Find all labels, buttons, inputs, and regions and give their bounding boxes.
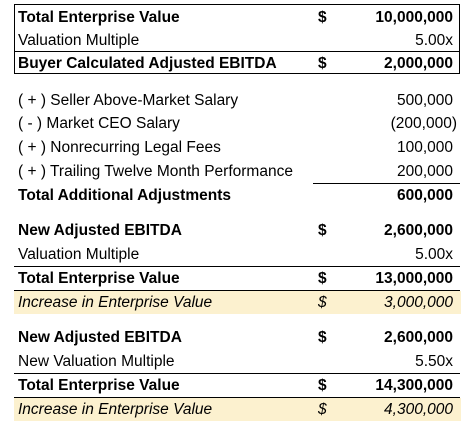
row-label: Total Enterprise Value (18, 377, 180, 394)
row-label: Increase in Enterprise Value (18, 401, 213, 418)
adjustments-subtotal-line (313, 183, 460, 184)
row-value: 2,000,000 (384, 55, 453, 72)
scenario1-divider (14, 290, 460, 291)
row-label: New Valuation Multiple (18, 353, 175, 370)
currency-symbol: $ (318, 294, 327, 311)
row-value: 500,000 (396, 92, 453, 109)
scenario1-increase-row: Increase in Enterprise Value $ 3,000,000 (14, 291, 461, 314)
row-value: 10,000,000 (375, 9, 453, 26)
row-label: ( + ) Nonrecurring Legal Fees (18, 139, 221, 156)
row-value: 5.00x (415, 32, 453, 49)
row-value: 4,300,000 (384, 401, 453, 418)
scenario1-multiple-row: Valuation Multiple 5.00x (14, 243, 461, 266)
scenario2-total-ev-row: Total Enterprise Value $ 14,300,000 (14, 374, 461, 397)
scenario1-divider (14, 266, 460, 267)
currency-symbol: $ (318, 270, 327, 287)
row-value: (200,000) (390, 115, 457, 132)
row-value: 600,000 (396, 187, 453, 204)
row-label: Valuation Multiple (18, 32, 140, 49)
row-value: 5.00x (415, 246, 453, 263)
currency-symbol: $ (318, 55, 327, 72)
scenario2-multiple-row: New Valuation Multiple 5.50x (14, 350, 461, 373)
scenario2-divider (14, 373, 460, 374)
adjustment-item: ( - ) Market CEO Salary (200,000) (14, 112, 461, 135)
row-label: Valuation Multiple (18, 246, 140, 263)
scenario2-increase-row: Increase in Enterprise Value $ 4,300,000 (14, 398, 461, 421)
currency-symbol: $ (318, 401, 327, 418)
adjustments-total-row: Total Additional Adjustments 600,000 (14, 184, 461, 207)
row-label: Total Enterprise Value (18, 9, 180, 26)
row-label: New Adjusted EBITDA (18, 222, 182, 239)
currency-symbol: $ (318, 377, 327, 394)
adjustment-item: ( + ) Seller Above-Market Salary 500,000 (14, 89, 461, 112)
currency-symbol: $ (318, 222, 327, 239)
adjustment-item: ( + ) Nonrecurring Legal Fees 100,000 (14, 136, 461, 159)
scenario1-ebitda-row: New Adjusted EBITDA $ 2,600,000 (14, 219, 461, 242)
scenario2-ebitda-row: New Adjusted EBITDA $ 2,600,000 (14, 326, 461, 349)
row-label: ( - ) Market CEO Salary (18, 115, 180, 132)
scenario2-divider (14, 397, 460, 398)
summary-box (14, 4, 460, 74)
row-value: 100,000 (396, 139, 453, 156)
summary-total-ev-row: Total Enterprise Value $ 10,000,000 (14, 6, 461, 29)
row-value: 2,600,000 (384, 222, 453, 239)
currency-symbol: $ (318, 329, 327, 346)
row-value: 5.50x (415, 353, 453, 370)
row-label: Buyer Calculated Adjusted EBITDA (18, 55, 277, 72)
scenario1-total-ev-row: Total Enterprise Value $ 13,000,000 (14, 267, 461, 290)
row-value: 3,000,000 (384, 294, 453, 311)
row-label: Total Enterprise Value (18, 270, 180, 287)
row-label: Increase in Enterprise Value (18, 294, 213, 311)
row-label: ( + ) Trailing Twelve Month Performance (18, 163, 293, 180)
adjustment-item: ( + ) Trailing Twelve Month Performance … (14, 160, 461, 183)
summary-buyer-ebitda-row: Buyer Calculated Adjusted EBITDA $ 2,000… (14, 52, 461, 75)
row-label: ( + ) Seller Above-Market Salary (18, 92, 239, 109)
row-label: New Adjusted EBITDA (18, 329, 182, 346)
currency-symbol: $ (318, 9, 327, 26)
row-value: 13,000,000 (375, 270, 453, 287)
row-label: Total Additional Adjustments (18, 187, 231, 204)
row-value: 2,600,000 (384, 329, 453, 346)
summary-divider (14, 51, 460, 52)
summary-multiple-row: Valuation Multiple 5.00x (14, 29, 461, 52)
row-value: 200,000 (396, 163, 453, 180)
row-value: 14,300,000 (375, 377, 453, 394)
